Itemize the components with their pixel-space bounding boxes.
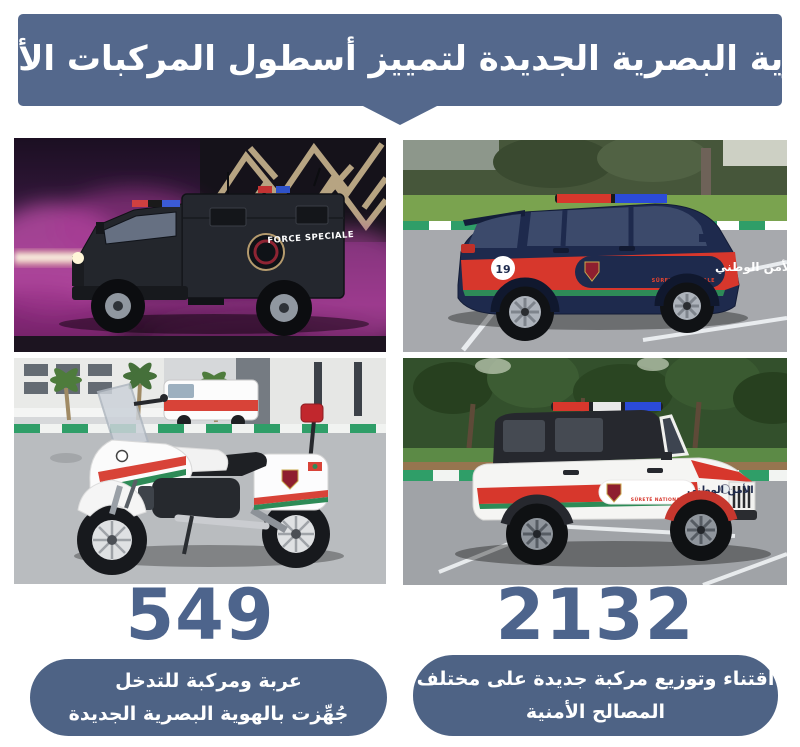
emergency-number: 19 <box>495 263 510 276</box>
photo-police-motorcycle <box>14 358 386 584</box>
banner-pointer-icon <box>361 105 439 125</box>
windshield <box>96 382 150 452</box>
crest-badge-icon <box>281 469 299 490</box>
engine-block <box>152 478 240 518</box>
front-fender-flare <box>664 490 738 522</box>
rear-fender-flare <box>500 494 574 526</box>
headlight-icon <box>720 484 730 494</box>
police-motorcycle <box>74 382 344 575</box>
header-banner: الهوية البصرية الجديدة لتمييز أسطول المر… <box>0 14 800 106</box>
photo-armored-truck: FORCE SPECIALE <box>14 138 386 352</box>
photo-police-jeep: الأمن الوطني SÛRETÉ NATIONALE <box>403 358 787 585</box>
crest-badge-icon <box>584 261 600 282</box>
windshield <box>659 414 690 458</box>
emergency-number-roundel <box>491 256 515 280</box>
red-hood <box>691 460 753 482</box>
armored-truck: FORCE SPECIALE <box>59 167 369 336</box>
front-fender <box>77 479 147 517</box>
roof-light-bar-icon <box>551 402 663 411</box>
stat-intervention-value: 549 <box>125 574 275 656</box>
stat-intervention-caption: عربة ومركبة للتدخل جُهِّزت بالهوية البصر… <box>30 659 387 736</box>
jeep-french-marking: SÛRETÉ NATIONALE <box>631 495 687 503</box>
tree-trunk <box>466 403 476 449</box>
stat-new-vehicles-value: 2132 <box>495 574 695 656</box>
caption-line: عربة ومركبة للتدخل <box>115 669 302 692</box>
police-jeep: الأمن الوطني SÛRETÉ NATIONALE <box>455 402 771 567</box>
caption-line: جُهِّزت بالهوية البصرية الجديدة <box>68 702 349 725</box>
caption-line: المصالح الأمنية <box>525 700 666 723</box>
roof-light-bar-icon <box>132 186 290 207</box>
photo-police-suv: الأمن الوطني SÛRETÉ NATIONALE 19 <box>403 140 787 352</box>
red-white-van <box>163 379 259 429</box>
police-suv: الأمن الوطني SÛRETÉ NATIONALE 19 <box>448 194 787 341</box>
maker-roundel-icon <box>115 449 129 463</box>
page-title: الهوية البصرية الجديدة لتمييز أسطول المر… <box>0 39 800 80</box>
crest-badge-icon <box>606 483 622 503</box>
caption-line: اقتناء وتوزيع مركبة جديدة على مختلف <box>416 667 775 690</box>
roof-light-bar-icon <box>555 194 667 203</box>
red-beacon-icon <box>300 403 324 423</box>
suv-arabic-marking: الأمن الوطني <box>715 259 787 275</box>
tree-trunk <box>701 148 711 195</box>
police-emblem-icon <box>247 233 285 271</box>
stat-new-vehicles-caption: اقتناء وتوزيع مركبة جديدة على مختلف المص… <box>413 655 778 736</box>
